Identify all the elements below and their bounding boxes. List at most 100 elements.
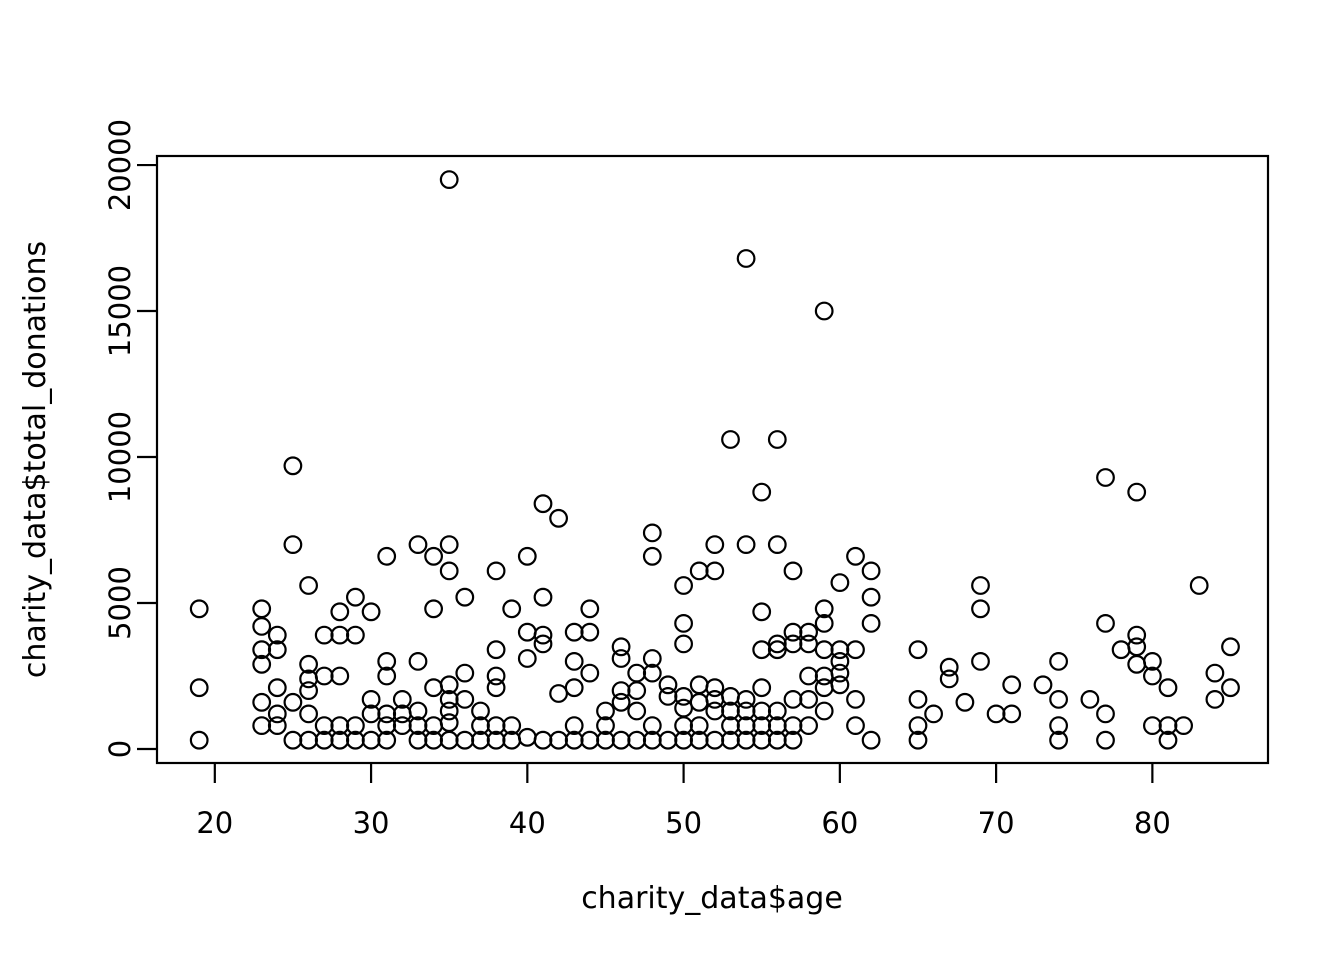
x-tick-label: 70 [978, 806, 1015, 840]
data-point [767, 701, 787, 721]
data-point [439, 675, 459, 695]
data-point [533, 625, 553, 645]
data-point [955, 692, 975, 712]
data-point [455, 587, 475, 607]
data-point [439, 701, 459, 721]
data-point [799, 690, 818, 709]
data-point [361, 602, 381, 622]
data-point [767, 430, 787, 449]
data-point [1127, 637, 1147, 657]
data-point [299, 730, 319, 750]
data-point [611, 692, 631, 712]
data-point [1127, 482, 1147, 502]
data-point [596, 701, 615, 721]
data-point [783, 730, 803, 750]
data-point [392, 690, 412, 709]
data-point [705, 678, 725, 698]
data-point [330, 602, 350, 622]
data-point [549, 684, 568, 703]
data-point [1002, 704, 1022, 724]
data-point [783, 690, 803, 709]
data-point [377, 666, 397, 686]
x-tick-label: 20 [196, 806, 233, 840]
data-point [1096, 468, 1115, 487]
data-point [689, 692, 709, 712]
data-point [736, 690, 756, 709]
data-point [1049, 730, 1068, 750]
data-point [361, 690, 381, 709]
data-point [861, 730, 881, 750]
data-point [1174, 716, 1193, 735]
data-point [455, 730, 475, 750]
data-point [908, 690, 928, 709]
data-point [611, 637, 631, 657]
data-point [346, 716, 365, 735]
data-point [1142, 666, 1162, 686]
data-point [642, 716, 662, 735]
data-point [252, 617, 272, 636]
data-point [1189, 576, 1209, 595]
data-point [752, 678, 772, 698]
y-tick-label: 15000 [103, 265, 137, 357]
data-point [1002, 675, 1022, 695]
data-point [814, 678, 834, 698]
data-point [799, 634, 818, 654]
data-point [283, 730, 303, 750]
data-point [267, 678, 287, 698]
data-point [533, 587, 553, 607]
data-point [299, 576, 319, 595]
data-point [580, 730, 600, 750]
data-point [642, 546, 662, 566]
data-point [971, 652, 990, 671]
data-point [252, 654, 272, 674]
data-point [814, 599, 834, 619]
data-point [189, 678, 209, 698]
data-point [627, 681, 647, 700]
y-axis-title: charity_data$total_donations [18, 241, 53, 678]
data-point [533, 494, 553, 514]
data-point [767, 535, 787, 554]
data-point [814, 701, 834, 721]
data-point [408, 535, 428, 554]
data-point [299, 654, 319, 674]
data-point [299, 704, 319, 724]
data-point [486, 666, 506, 686]
data-point [346, 625, 365, 645]
data-point [705, 561, 725, 581]
y-tick-label: 5000 [103, 566, 137, 640]
data-point [580, 599, 600, 619]
data-point [486, 640, 506, 660]
data-point [752, 482, 772, 502]
data-point [252, 599, 272, 619]
data-point [721, 430, 740, 449]
data-point [814, 301, 834, 321]
data-point [549, 730, 568, 750]
data-point [689, 716, 709, 735]
data-point [580, 622, 600, 642]
data-point [689, 561, 709, 581]
data-point [705, 730, 725, 750]
data-point [1205, 690, 1225, 709]
data-point [783, 634, 803, 654]
data-point [1049, 716, 1068, 735]
data-point [846, 546, 865, 566]
data-point [830, 573, 850, 592]
data-point [408, 701, 428, 721]
data-point [1049, 652, 1068, 671]
data-point [689, 675, 709, 695]
data-point [736, 535, 756, 554]
data-point [846, 716, 865, 735]
data-point [752, 602, 772, 622]
data-point [642, 523, 662, 543]
data-point [564, 622, 584, 642]
x-tick-label: 30 [353, 806, 390, 840]
data-point [1221, 678, 1240, 698]
data-point [1142, 652, 1162, 671]
data-point [471, 701, 490, 721]
data-points [189, 170, 1240, 750]
data-point [517, 727, 537, 747]
data-point [439, 730, 459, 750]
data-point [861, 614, 881, 633]
data-point [189, 730, 209, 750]
